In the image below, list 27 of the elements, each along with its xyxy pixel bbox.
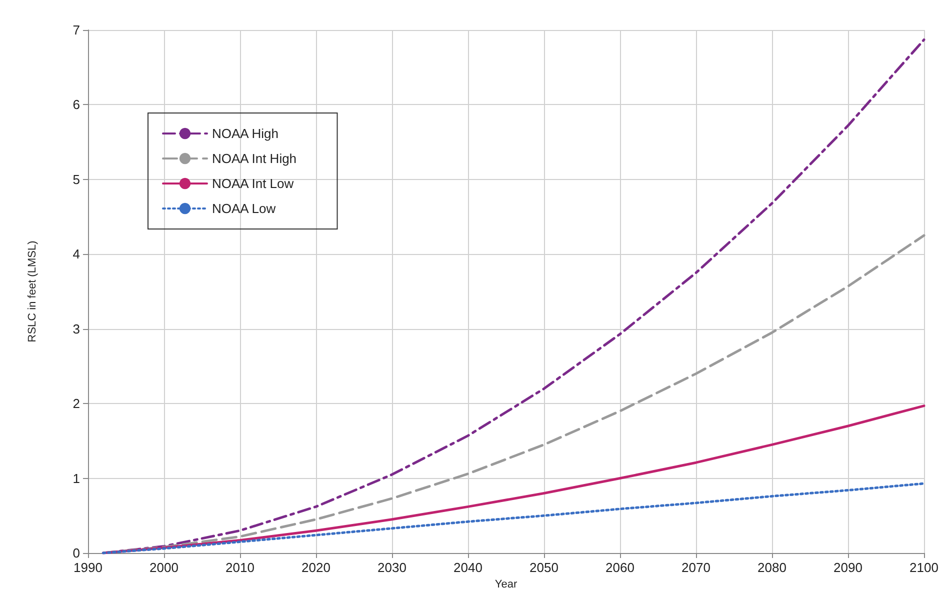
x-tick-label: 2090 <box>834 560 862 575</box>
line-series <box>102 482 926 554</box>
x-tick-label: 2100 <box>910 560 938 575</box>
y-axis-title: RSLC in feet (LMSL) <box>26 240 38 342</box>
x-tick-label: 2010 <box>226 560 254 575</box>
x-tick-label: 1990 <box>74 560 102 575</box>
legend-label: NOAA Int High <box>212 151 297 166</box>
x-tick-label: 2000 <box>150 560 178 575</box>
y-tick-label: 5 <box>72 172 80 187</box>
y-tick-label: 6 <box>72 97 80 112</box>
y-tick-label: 4 <box>72 246 80 262</box>
x-tick-label: 2060 <box>606 560 634 575</box>
y-tick-label: 1 <box>72 470 80 486</box>
x-tick-label: 2070 <box>682 560 710 575</box>
legend-label: NOAA Low <box>212 201 276 216</box>
x-tick-label: 2040 <box>454 560 482 575</box>
x-axis-title: Year <box>494 578 518 590</box>
y-tick-label: 0 <box>72 546 80 560</box>
y-tick-label: 2 <box>72 396 80 412</box>
y-tick-label: 7 <box>72 22 80 38</box>
y-tick-label: 3 <box>72 321 80 336</box>
legend-label: NOAA High <box>212 126 278 141</box>
x-tick-label: 2050 <box>530 560 558 575</box>
x-tick-label: 2030 <box>378 560 406 575</box>
x-tick-label: 2080 <box>758 560 786 575</box>
legend-label: NOAA Int Low <box>212 176 294 191</box>
x-tick-label: 2020 <box>302 560 330 575</box>
